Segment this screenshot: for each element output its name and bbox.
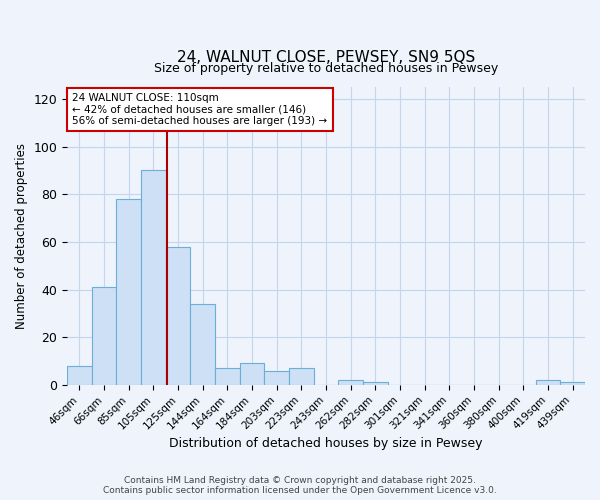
Bar	[141, 170, 166, 385]
Bar	[560, 382, 585, 385]
Bar	[289, 368, 314, 385]
Text: Contains HM Land Registry data © Crown copyright and database right 2025.
Contai: Contains HM Land Registry data © Crown c…	[103, 476, 497, 495]
Y-axis label: Number of detached properties: Number of detached properties	[15, 143, 28, 329]
Bar	[363, 382, 388, 385]
X-axis label: Distribution of detached houses by size in Pewsey: Distribution of detached houses by size …	[169, 437, 483, 450]
Bar	[92, 287, 116, 385]
Bar	[215, 368, 240, 385]
Bar	[190, 304, 215, 385]
Bar	[240, 364, 265, 385]
Bar	[116, 199, 141, 385]
Bar	[265, 370, 289, 385]
Text: Size of property relative to detached houses in Pewsey: Size of property relative to detached ho…	[154, 62, 498, 75]
Bar	[338, 380, 363, 385]
Title: 24, WALNUT CLOSE, PEWSEY, SN9 5QS: 24, WALNUT CLOSE, PEWSEY, SN9 5QS	[177, 50, 475, 65]
Bar	[166, 246, 190, 385]
Text: 24 WALNUT CLOSE: 110sqm
← 42% of detached houses are smaller (146)
56% of semi-d: 24 WALNUT CLOSE: 110sqm ← 42% of detache…	[73, 93, 328, 126]
Bar	[536, 380, 560, 385]
Bar	[67, 366, 92, 385]
